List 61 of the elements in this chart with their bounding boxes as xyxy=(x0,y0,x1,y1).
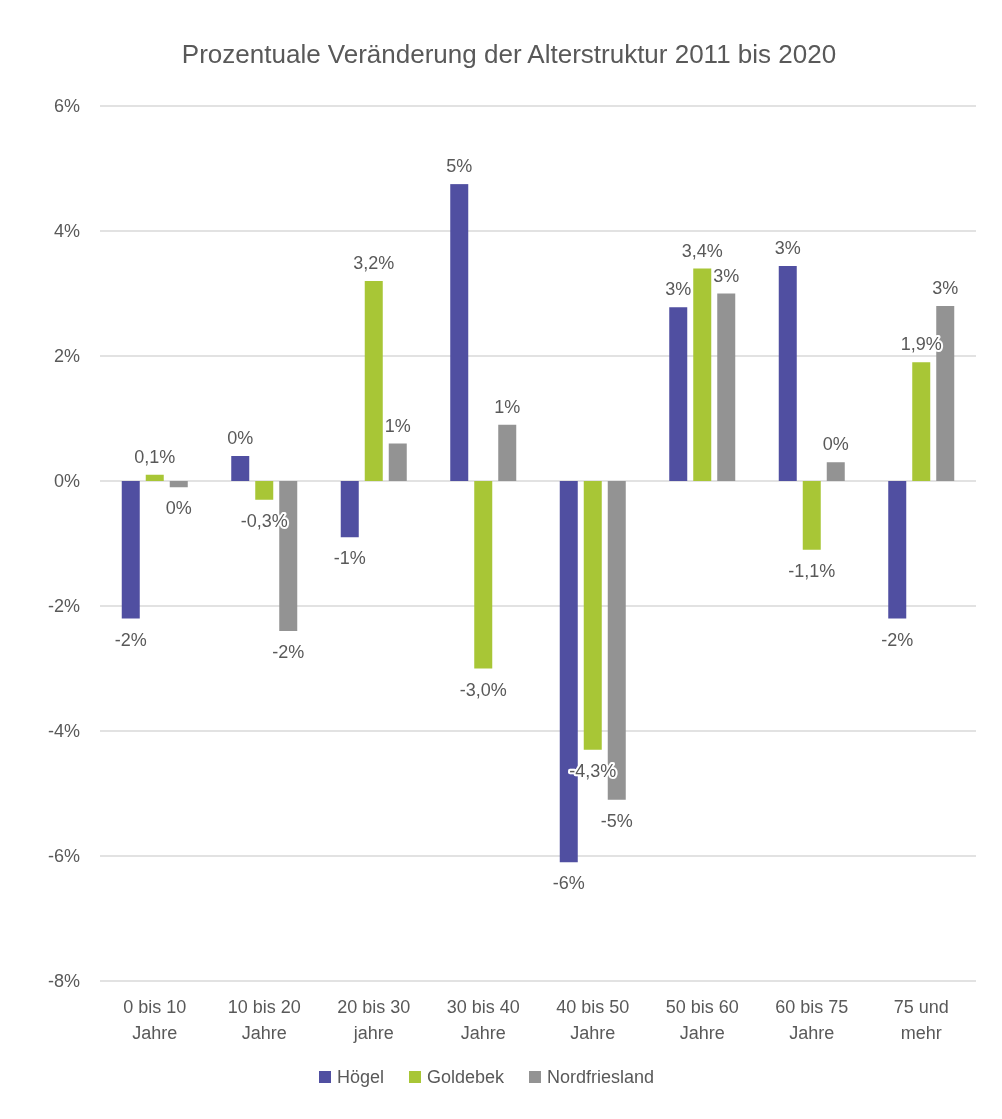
data-label: -2% xyxy=(881,629,914,650)
bar xyxy=(693,268,712,481)
bar xyxy=(364,281,383,481)
x-tick-label: 30 bis 40 Jahre xyxy=(446,997,520,1043)
data-label: 3% xyxy=(713,265,740,286)
data-label: -3,0% xyxy=(459,679,507,700)
x-tick-label: 60 bis 75 Jahre xyxy=(775,997,849,1043)
data-label: -5% xyxy=(600,810,633,831)
data-label: 5% xyxy=(446,156,473,177)
y-tick-label: 6% xyxy=(53,96,80,116)
y-tick-label: -4% xyxy=(47,721,80,741)
bar xyxy=(888,481,907,619)
bar xyxy=(669,307,688,481)
bar xyxy=(145,474,164,481)
data-label: 3% xyxy=(932,278,959,298)
data-label: 3,2% xyxy=(353,253,395,273)
bar xyxy=(231,456,250,481)
bar xyxy=(474,481,493,669)
data-label: -1% xyxy=(333,548,366,569)
bar xyxy=(826,462,845,481)
bar xyxy=(717,293,736,481)
x-tick-label: 20 bis 30 jahre xyxy=(337,997,411,1043)
data-label: -1,1% xyxy=(788,560,836,581)
data-label: 1% xyxy=(494,396,521,417)
data-label: 1% xyxy=(384,415,411,436)
bar xyxy=(778,266,797,481)
x-tick-label: 75 und mehr xyxy=(893,997,949,1043)
bar xyxy=(583,481,602,750)
bar xyxy=(498,424,517,481)
bar xyxy=(340,481,359,538)
chart-title: Prozentuale Veränderung der Alterstruktur 2011 bis 2020 xyxy=(181,39,837,69)
bar xyxy=(802,481,821,550)
data-label: -2% xyxy=(272,642,305,662)
y-tick-label: -6% xyxy=(47,846,80,866)
x-tick-label: 0 bis 10 Jahre xyxy=(123,997,187,1043)
legend-label: Högel xyxy=(337,1067,385,1087)
bar xyxy=(121,481,140,619)
data-label: 0% xyxy=(822,434,849,455)
data-label: 3,4% xyxy=(681,240,723,261)
data-label: 3% xyxy=(665,279,692,300)
legend-label: Nordfriesland xyxy=(547,1067,655,1087)
data-label: 0% xyxy=(227,428,254,448)
x-tick-label: 40 bis 50 Jahre xyxy=(556,997,630,1043)
data-label: -2% xyxy=(114,629,147,650)
data-label: 3% xyxy=(774,238,801,258)
bar xyxy=(388,443,407,481)
bar xyxy=(912,362,931,481)
y-tick-label: 0% xyxy=(53,471,80,491)
y-tick-label: -8% xyxy=(47,971,80,991)
y-tick-label: 2% xyxy=(53,346,80,366)
bar xyxy=(255,481,274,500)
bar xyxy=(169,481,188,488)
y-tick-label: -2% xyxy=(47,596,80,616)
legend-label: Goldebek xyxy=(427,1067,506,1087)
data-label: -6% xyxy=(552,873,585,894)
data-label: 0% xyxy=(165,498,192,519)
y-tick-label: 4% xyxy=(53,221,80,241)
x-tick-label: 10 bis 20 Jahre xyxy=(227,997,301,1043)
x-tick-label: 50 bis 60 Jahre xyxy=(665,997,739,1043)
bar xyxy=(450,184,469,481)
data-label: 0,1% xyxy=(134,446,176,467)
